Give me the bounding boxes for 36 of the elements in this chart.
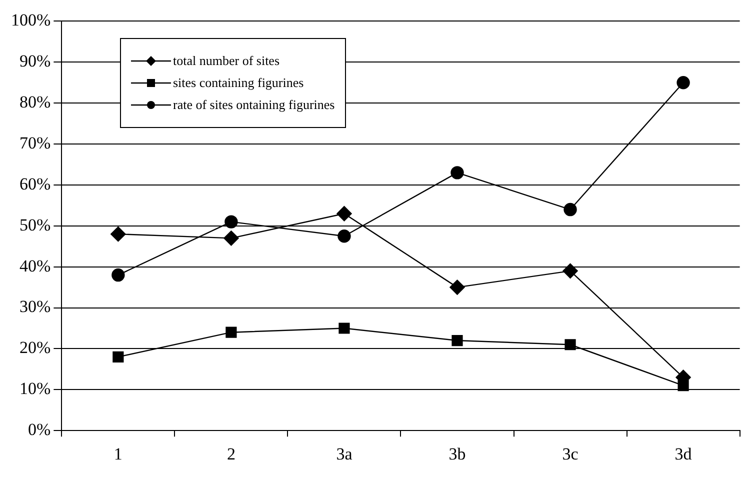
point bbox=[450, 280, 465, 295]
y-tick-label: 70% bbox=[19, 133, 51, 152]
point bbox=[224, 215, 238, 228]
point bbox=[112, 351, 124, 362]
point bbox=[450, 166, 464, 180]
legend-label: sites containing figurines bbox=[173, 75, 304, 91]
y-tick-label: 100% bbox=[10, 10, 51, 30]
legend-label: total number of sites bbox=[173, 53, 280, 69]
x-tick-label: 3b bbox=[448, 444, 466, 464]
x-tick-label: 3a bbox=[336, 444, 353, 464]
y-tick-label: 50% bbox=[19, 215, 51, 234]
y-tick-label: 20% bbox=[19, 338, 51, 358]
point bbox=[226, 326, 237, 338]
y-tick-label: 30% bbox=[19, 297, 51, 316]
y-tick-label: 60% bbox=[19, 174, 51, 194]
x-tick-label: 3c bbox=[562, 444, 579, 464]
point bbox=[338, 322, 350, 334]
legend-label: rate of sites ontaining figurines bbox=[173, 97, 335, 113]
y-tick-label: 40% bbox=[19, 256, 51, 276]
point bbox=[676, 76, 690, 90]
y-tick-label: 10% bbox=[19, 379, 51, 398]
point bbox=[564, 202, 577, 216]
y-tick-label: 90% bbox=[19, 52, 51, 71]
point bbox=[452, 334, 463, 346]
x-tick-label: 2 bbox=[226, 444, 236, 464]
y-tick-label: 80% bbox=[19, 92, 51, 112]
point bbox=[564, 339, 576, 350]
y-tick-label: 0% bbox=[28, 420, 51, 440]
point bbox=[336, 206, 352, 222]
x-tick-label: 1 bbox=[114, 444, 122, 464]
point bbox=[562, 263, 578, 279]
point bbox=[224, 230, 239, 246]
point bbox=[112, 268, 125, 282]
point bbox=[338, 230, 351, 243]
x-tick-label: 3d bbox=[674, 444, 692, 464]
point bbox=[110, 226, 126, 242]
